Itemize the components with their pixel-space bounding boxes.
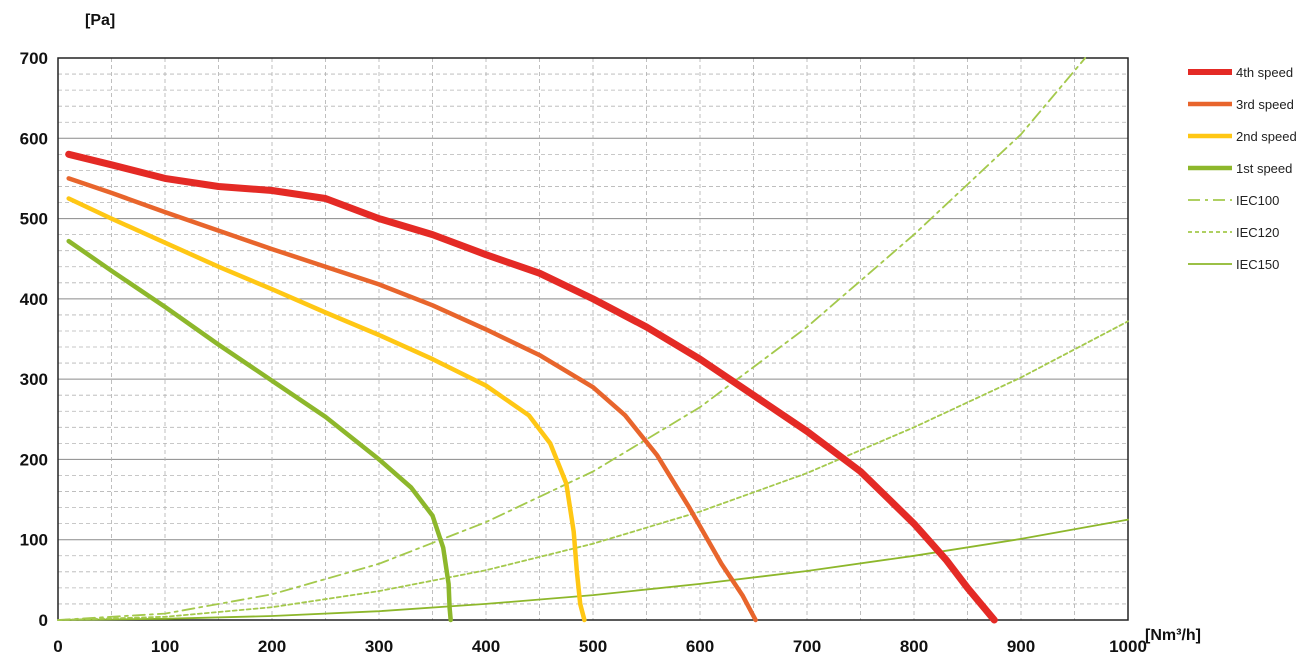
y-tick-label: 100 <box>20 531 48 550</box>
series-line-4th-speed <box>65 150 998 624</box>
series-line-2nd-speed <box>66 196 587 623</box>
y-tick-label: 600 <box>20 129 48 148</box>
legend-label: 4th speed <box>1236 65 1293 80</box>
legend-label: 2nd speed <box>1236 129 1297 144</box>
axis-ticks: 0 100 200 300 400 500 600 700 0 100 200 300 400 500 60… <box>20 49 1147 656</box>
y-tick-label: 0 <box>39 611 48 630</box>
y-tick-label: 700 <box>20 49 48 68</box>
legend-label: IEC100 <box>1236 193 1279 208</box>
legend-label: 1st speed <box>1236 161 1292 176</box>
series-lines <box>57 57 1129 624</box>
y-tick-label: 200 <box>20 450 48 469</box>
x-tick-label: 200 <box>258 637 286 656</box>
x-axis-label: [Nm³/h] <box>1145 627 1201 644</box>
x-tick-label: 300 <box>365 637 393 656</box>
plot-area-frame <box>57 57 1129 621</box>
series-line-iec120 <box>57 320 1129 621</box>
x-tick-label: 0 <box>53 637 62 656</box>
y-axis-label: [Pa] <box>85 12 115 29</box>
y-tick-label: 400 <box>20 290 48 309</box>
x-tick-label: 1000 <box>1109 637 1147 656</box>
series-line-3rd-speed <box>66 176 758 623</box>
legend: 4th speed 3rd speed 2nd speed 1st speed IEC1… <box>1188 65 1297 272</box>
x-tick-label: 700 <box>793 637 821 656</box>
series-line-1st-speed <box>66 238 453 623</box>
x-tick-label: 100 <box>151 637 179 656</box>
legend-label: IEC120 <box>1236 225 1279 240</box>
x-tick-label: 600 <box>686 637 714 656</box>
series-line-iec100 <box>57 57 1087 621</box>
legend-label: IEC150 <box>1236 257 1279 272</box>
x-tick-label: 900 <box>1007 637 1035 656</box>
x-tick-label: 400 <box>472 637 500 656</box>
legend-label: 3rd speed <box>1236 97 1294 112</box>
x-tick-label: 500 <box>579 637 607 656</box>
y-tick-label: 500 <box>20 210 48 229</box>
x-tick-label: 800 <box>900 637 928 656</box>
grid <box>58 58 1128 620</box>
y-tick-label: 300 <box>20 370 48 389</box>
series-line-iec150 <box>57 518 1129 621</box>
